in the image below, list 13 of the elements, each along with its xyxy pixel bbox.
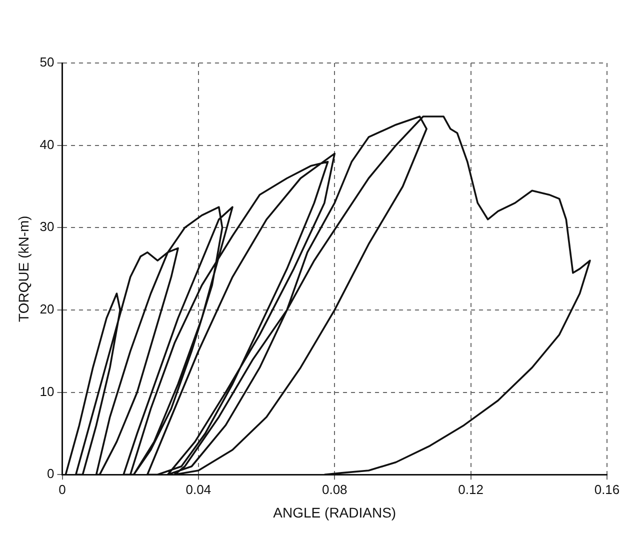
x-tick-label: 0.16 (594, 482, 620, 497)
x-tick-label: 0.12 (458, 482, 484, 497)
x-axis-title: ANGLE (RADIANS) (273, 504, 396, 520)
y-tick-label: 30 (40, 219, 54, 234)
x-tick-label: 0 (58, 482, 66, 497)
y-tick-label: 10 (40, 384, 54, 399)
y-tick-label: 0 (47, 466, 54, 482)
x-tick-label: 0.04 (186, 482, 212, 497)
y-tick-label: 20 (40, 302, 54, 317)
y-axis-title: TORQUE (kN-m) (15, 216, 32, 322)
y-tick-label: 50 (40, 54, 54, 70)
x-tick-label: 0.08 (322, 482, 348, 497)
y-tick-label: 40 (40, 136, 54, 152)
